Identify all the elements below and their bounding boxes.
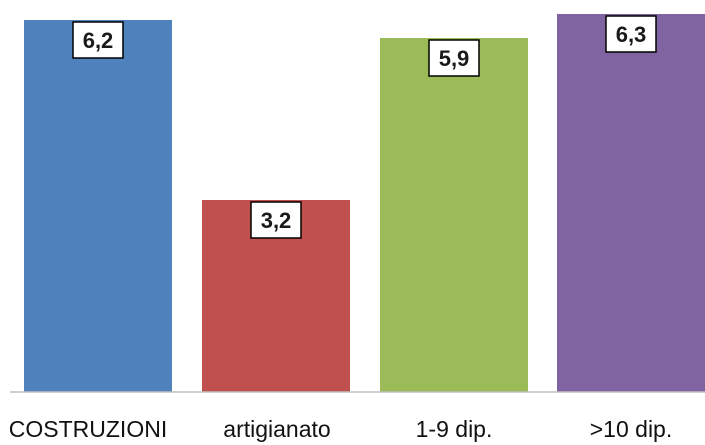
category-label-0: COSTRUZIONI (9, 416, 167, 442)
value-label-3: 6,3 (616, 22, 647, 47)
value-label-box-3 (605, 15, 657, 53)
value-labels-group: 6,2 3,2 5,9 6,3 (72, 15, 657, 239)
bar-0 (24, 20, 172, 392)
category-labels-group: COSTRUZIONI artigianato 1-9 dip. >10 dip. (9, 416, 672, 442)
category-label-3: >10 dip. (590, 416, 673, 442)
value-label-0: 6,2 (83, 28, 114, 53)
bar-3 (557, 14, 705, 392)
value-label-1: 3,2 (261, 208, 292, 233)
value-label-box-1 (250, 201, 302, 239)
value-label-box-2 (428, 39, 480, 77)
bars-group (24, 14, 705, 392)
value-label-2: 5,9 (439, 46, 470, 71)
value-label-box-0 (72, 21, 124, 59)
category-label-2: 1-9 dip. (416, 416, 493, 442)
category-label-1: artigianato (223, 416, 330, 442)
bar-2 (380, 38, 528, 392)
